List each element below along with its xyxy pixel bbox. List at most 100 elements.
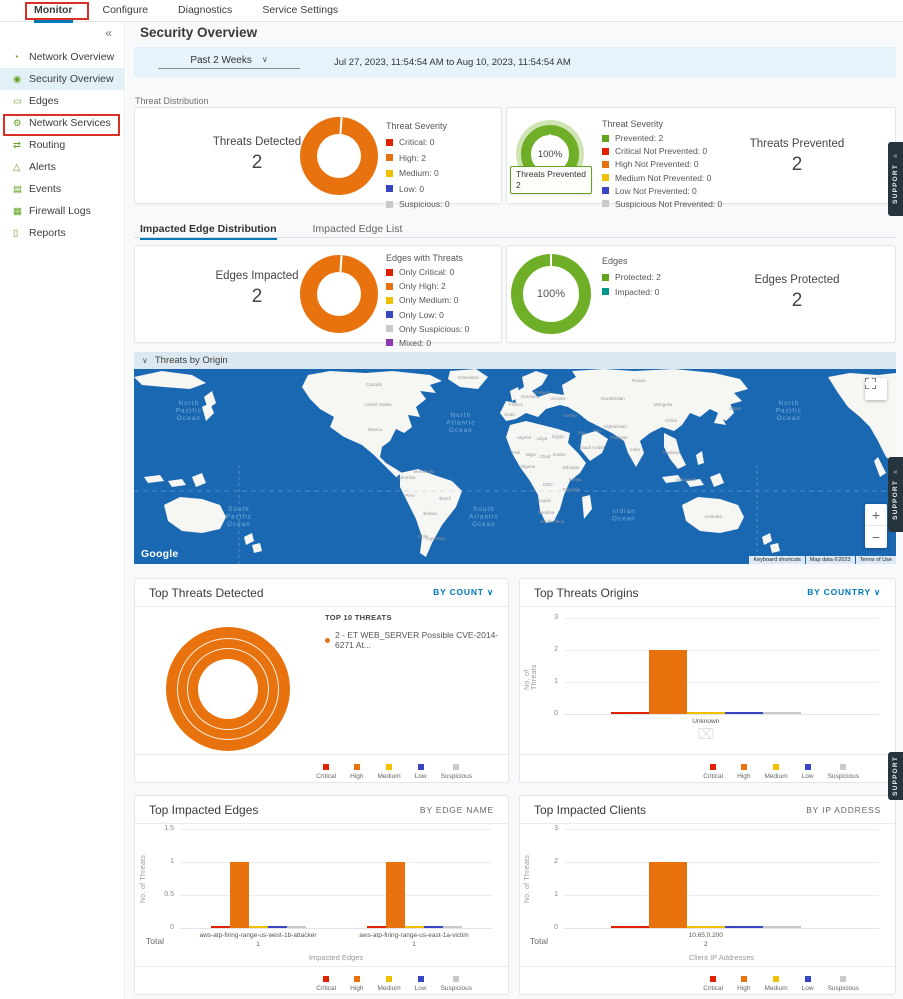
panel-title: Top Threats Detected (149, 585, 264, 600)
sidebar-item-network-services[interactable]: ⚙ Network Services (0, 112, 124, 134)
bar-high[interactable] (229, 862, 249, 928)
sidebar-collapse-icon[interactable]: « (105, 26, 112, 40)
map-attribution-item[interactable]: Map data ©2023 (805, 556, 855, 564)
tab-impacted-edge-distribution[interactable]: Impacted Edge Distribution (140, 223, 277, 240)
gridline (564, 928, 879, 929)
chevron-down-icon: ∨ (142, 356, 148, 365)
sidebar-item-network-overview[interactable]: ◔ Network Overview (0, 46, 124, 68)
map-attribution-item[interactable]: Terms of Use (855, 556, 896, 564)
legend-item: Low (802, 976, 814, 992)
bar-critical[interactable] (610, 926, 649, 928)
sidebar-item-events[interactable]: ▤ Events (0, 178, 124, 200)
country-label: Peru (405, 493, 415, 498)
support-tab[interactable]: SUPPORT (888, 752, 903, 800)
bar-critical[interactable] (366, 926, 386, 928)
sort-by-count-dropdown[interactable]: BY COUNT ∨ (433, 587, 494, 597)
country-label: China (665, 418, 677, 423)
legend-item: High (350, 764, 364, 780)
world-map[interactable]: North Pacific Ocean North Atlantic Ocean North… (134, 369, 896, 564)
support-tab[interactable]: « SUPPORT (888, 457, 903, 532)
country-label: Afghanistan (603, 424, 627, 429)
bar-medium[interactable] (686, 712, 725, 714)
bar-high[interactable] (385, 862, 405, 928)
country-label: Mali (512, 450, 520, 455)
bar-critical[interactable] (210, 926, 230, 928)
bar-low[interactable] (724, 712, 763, 714)
legend-title: Threat Severity (386, 121, 448, 131)
map-zoom-out-button[interactable]: − (865, 526, 887, 548)
nav-tab-configure[interactable]: Configure (102, 4, 149, 16)
bar-high[interactable] (648, 650, 687, 714)
bar-medium[interactable] (248, 926, 268, 928)
x-axis-label: Impacted Edges (308, 953, 364, 962)
sort-by-edge-name-dropdown[interactable]: BY EDGE NAME (419, 804, 494, 815)
sidebar-item-label: Network Overview (29, 51, 115, 63)
bar-low[interactable] (423, 926, 443, 928)
firewall-logs-icon: ▦ (13, 205, 22, 217)
bar-medium[interactable] (404, 926, 424, 928)
bar-suspicious[interactable] (762, 926, 801, 928)
legend-item: High (737, 976, 751, 992)
sidebar-item-firewall-logs[interactable]: ▦ Firewall Logs (0, 200, 124, 222)
nav-tab-service-settings[interactable]: Service Settings (262, 4, 339, 16)
time-range-detail: Jul 27, 2023, 11:54:54 AM to Aug 10, 202… (334, 56, 571, 68)
routing-icon: ⇄ (13, 139, 21, 151)
bar-medium[interactable] (686, 926, 725, 928)
chevron-down-icon: ∨ (873, 587, 881, 597)
legend-item: Critical: 0 (386, 137, 450, 147)
sort-by-ip-address-dropdown[interactable]: BY IP ADDRESS (806, 804, 881, 815)
legend-swatch-icon (740, 764, 747, 770)
gridline (564, 714, 879, 715)
sidebar-item-routing[interactable]: ⇄ Routing (0, 134, 124, 156)
ocean-label: Indian Ocean (612, 509, 636, 523)
legend-item: Only Low: 0 (386, 310, 469, 320)
map-attribution-item[interactable]: Keyboard shortcuts (749, 556, 805, 564)
map-zoom-in-button[interactable]: + (865, 504, 887, 526)
legend-item: Low (415, 976, 427, 992)
bar-critical[interactable] (610, 712, 649, 714)
sidebar-item-reports[interactable]: ▯ Reports (0, 222, 124, 244)
bar-high[interactable] (648, 862, 687, 928)
bar-low[interactable] (724, 926, 763, 928)
threats-by-origin-toggle[interactable]: ∨ Threats by Origin (134, 352, 896, 369)
bar-suspicious[interactable] (442, 926, 462, 928)
legend-item: Low Not Prevented: 0 (602, 186, 722, 196)
sidebar-item-security-overview[interactable]: ◉ Security Overview (0, 68, 124, 90)
legend-title: Edges with Threats (386, 253, 463, 263)
legend-swatch-icon (804, 764, 811, 770)
tab-impacted-edge-list[interactable]: Impacted Edge List (312, 223, 403, 235)
nav-tab-monitor[interactable]: Monitor (34, 1, 73, 23)
support-tab[interactable]: « SUPPORT (888, 142, 903, 216)
legend-item: Suspicious: 0 (386, 199, 450, 209)
threats-detected-value: 2 (251, 152, 263, 173)
time-range-label: Past 2 Weeks (190, 55, 252, 66)
fullscreen-button[interactable] (865, 378, 887, 400)
nav-tabs: Monitor Configure Diagnostics Service Setti… (0, 0, 903, 23)
impacted-clients-bar-chart: 0 1 2 3 No. of Threats 10.65.0.200 2 Total Clien… (524, 825, 879, 962)
y-tick-label: 1 (554, 678, 558, 685)
sidebar-item-alerts[interactable]: △ Alerts (0, 156, 124, 178)
sidebar-item-edges[interactable]: ▭ Edges (0, 90, 124, 112)
top10-threat-item[interactable]: 2 - ET WEB_SERVER Possible CVE-2014-6271… (325, 630, 508, 650)
sort-by-country-dropdown[interactable]: BY COUNTRY ∨ (807, 587, 881, 597)
main-content: Security Overview Past 2 Weeks ∨ Jul 27,… (126, 22, 903, 999)
bar-low[interactable] (267, 926, 287, 928)
legend-item: Only High: 2 (386, 281, 469, 291)
threats-detected-title: Threats Detected (212, 136, 302, 148)
bar-suspicious[interactable] (286, 926, 306, 928)
legend-swatch-icon (602, 288, 609, 295)
legend-swatch-icon (386, 268, 393, 276)
legend-swatch-icon (386, 311, 393, 319)
legend-swatch-icon (386, 169, 393, 177)
legend-item: Critical (703, 976, 723, 992)
country-label: Ukraine (550, 396, 566, 401)
threat-origins-bar-chart: 0 1 2 3 No. of Threats Unknown (524, 614, 879, 739)
y-tick-label: 2 (554, 646, 558, 653)
total-label: Total (530, 936, 548, 946)
nav-tab-diagnostics[interactable]: Diagnostics (178, 4, 233, 16)
y-axis-label: No. of Threats (524, 664, 538, 690)
time-range-select[interactable]: Past 2 Weeks ∨ (158, 55, 300, 69)
country-label: Namibia (538, 510, 555, 515)
bar-suspicious[interactable] (762, 712, 801, 714)
security-overview-icon: ◉ (13, 73, 22, 85)
